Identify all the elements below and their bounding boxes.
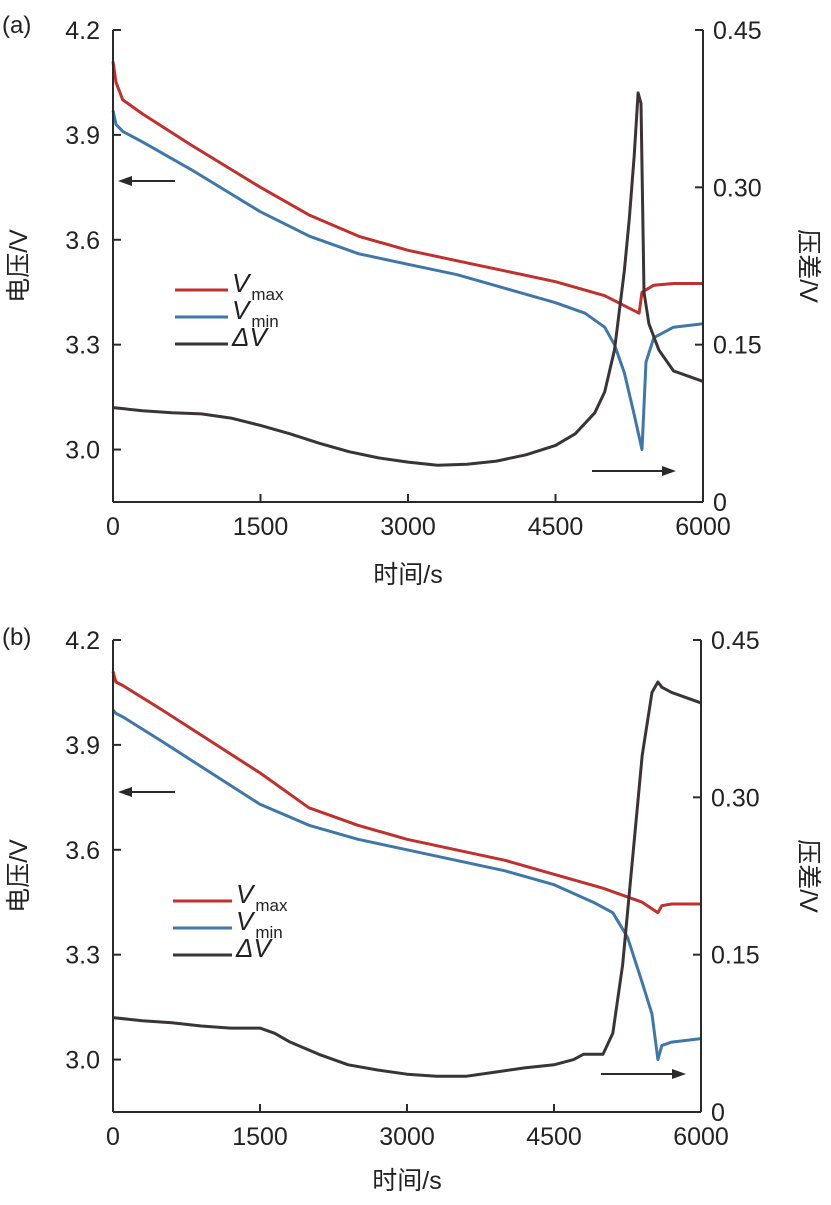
x-tick-label: 1500 [233, 513, 289, 541]
legend-vmax-subscript: max [251, 285, 284, 304]
x-tick-label: 3000 [379, 1123, 435, 1151]
y-axis-title: 电压/V [5, 839, 33, 913]
y2-tick-label: 0.45 [711, 627, 760, 655]
y-tick-label: 3.6 [65, 227, 100, 255]
right-axis-arrow-head [672, 1069, 686, 1079]
y2-tick-label: 0 [713, 489, 727, 517]
legend-delta-v-label: ΔV [235, 933, 273, 963]
panel-b: (b) 0 1500 3000 4500 6000 4.2 3.9 3.6 3.3 3.0 0.45 0… [2, 624, 822, 1195]
x-tick-label: 6000 [673, 1123, 729, 1151]
y2-tick-label: 0 [711, 1099, 725, 1127]
left-axis-arrow-head [118, 787, 132, 797]
legend-vmin-subscript: min [251, 312, 278, 331]
y-tick-label: 3.6 [65, 837, 100, 865]
panel-a: (a) 0 1500 3000 4500 6000 4.2 3.9 3.6 3.3 3.0 0.45 0… [2, 12, 822, 589]
vmin-line [111, 110, 704, 452]
y-tick-label: 4.2 [65, 627, 100, 655]
y-tick-label: 3.0 [65, 437, 100, 465]
delta-v-line [112, 91, 704, 467]
panel-label: (b) [2, 624, 31, 651]
x-tick-label: 0 [106, 1123, 120, 1151]
y-tick-label: 3.0 [65, 1047, 100, 1075]
y-tick-label: 3.9 [65, 122, 100, 150]
y-axis-title: 电压/V [5, 229, 33, 303]
y2-tick-label: 0.30 [711, 784, 760, 812]
x-axis-title: 时间/s [373, 561, 442, 589]
y2-tick-label: 0.30 [713, 174, 762, 202]
y2-tick-label: 0.45 [713, 17, 762, 45]
vmin-line [111, 708, 702, 1062]
legend-delta-v-label: ΔV [231, 322, 269, 352]
x-axis-title: 时间/s [372, 1167, 441, 1195]
delta-v-line [112, 680, 702, 1078]
right-axis-arrow-head [662, 466, 676, 476]
y-tick-label: 4.2 [65, 17, 100, 45]
y-tick-label: 3.9 [65, 732, 100, 760]
y2-axis-title: 压差/V [794, 839, 822, 913]
y2-tick-label: 0.15 [713, 332, 762, 360]
vmax-line [111, 61, 703, 315]
x-tick-label: 4500 [526, 1123, 582, 1151]
x-tick-label: 0 [106, 513, 120, 541]
x-tick-label: 6000 [675, 513, 731, 541]
x-tick-label: 3000 [380, 513, 436, 541]
x-tick-label: 4500 [528, 513, 584, 541]
y2-tick-label: 0.15 [711, 942, 760, 970]
y-tick-label: 3.3 [65, 332, 100, 360]
legend-vmin-subscript: min [255, 923, 282, 942]
panel-label: (a) [2, 12, 31, 39]
y-tick-label: 3.3 [65, 942, 100, 970]
x-tick-label: 1500 [232, 1123, 288, 1151]
vmax-line [111, 671, 701, 915]
y2-axis-title: 压差/V [794, 229, 822, 303]
left-axis-arrow-head [118, 176, 132, 186]
legend-vmax-subscript: max [255, 896, 288, 915]
